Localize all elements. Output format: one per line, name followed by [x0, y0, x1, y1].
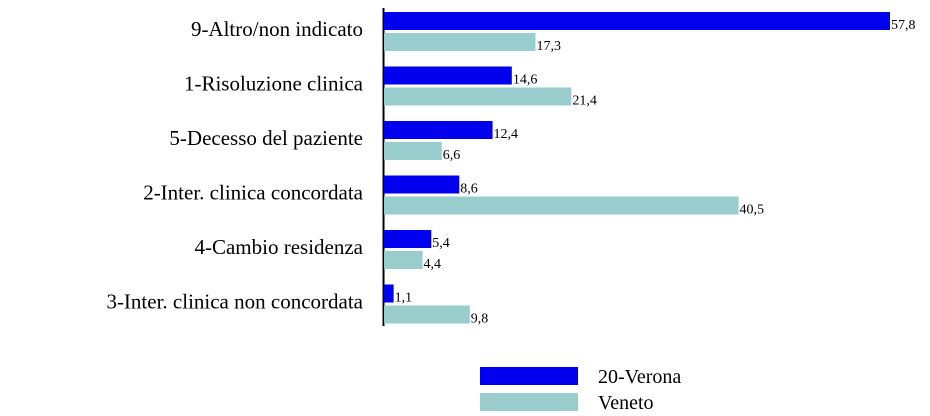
bar — [384, 284, 394, 303]
value-label: 9,8 — [471, 312, 489, 327]
value-label: 8,6 — [460, 182, 478, 197]
value-label: 40,5 — [740, 203, 765, 218]
bar — [384, 33, 536, 51]
value-label: 12,4 — [494, 127, 518, 142]
bar — [384, 121, 493, 139]
category-label: 9-Altro/non indicato — [191, 17, 363, 41]
bar — [384, 142, 442, 160]
legend-swatch — [480, 367, 578, 385]
bar — [384, 12, 890, 30]
value-label: 17,3 — [536, 39, 561, 54]
category-label: 5-Decesso del paziente — [169, 126, 363, 150]
bar — [384, 251, 423, 269]
category-label: 4-Cambio residenza — [194, 235, 363, 259]
legend-label: Veneto — [598, 392, 654, 414]
category-label: 3-Inter. clinica non concordata — [106, 290, 363, 314]
bar — [384, 230, 432, 248]
bar — [384, 196, 739, 215]
bar — [384, 305, 470, 324]
value-label: 14,6 — [513, 73, 538, 88]
value-label: 5,4 — [432, 236, 450, 251]
bar — [384, 175, 460, 194]
category-label: 2-Inter. clinica concordata — [143, 181, 363, 205]
value-label: 57,8 — [891, 18, 916, 33]
bar — [384, 66, 512, 85]
legend-label: 20-Verona — [598, 366, 681, 388]
value-label: 1,1 — [395, 291, 413, 306]
value-label: 4,4 — [424, 257, 442, 272]
bar — [384, 87, 572, 106]
category-label: 1-Risoluzione clinica — [184, 72, 364, 96]
legend-swatch — [480, 393, 578, 411]
value-label: 21,4 — [572, 94, 597, 109]
value-label: 6,6 — [443, 148, 461, 163]
